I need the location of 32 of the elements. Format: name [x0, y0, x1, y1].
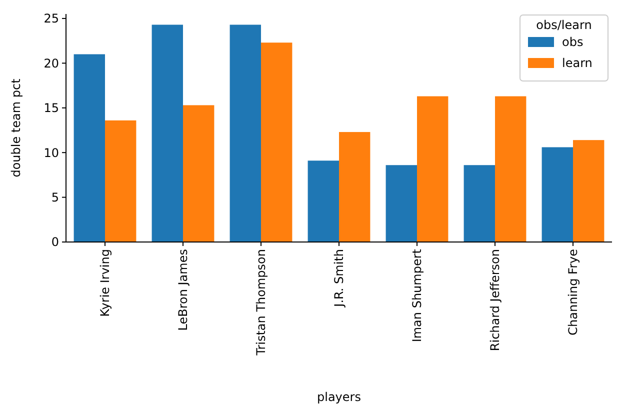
bar — [152, 24, 183, 242]
bar — [183, 105, 214, 242]
x-axis-title: players — [317, 390, 361, 404]
x-tick-label: Channing Frye — [566, 249, 580, 336]
bar — [105, 120, 136, 242]
y-tick-label: 0 — [51, 235, 59, 250]
y-tick-label: 10 — [44, 146, 59, 160]
x-tick-label: Tristan Thompson — [254, 249, 268, 356]
x-tick-label: Kyrie Irving — [98, 249, 112, 317]
legend-label: learn — [562, 56, 592, 70]
bar — [261, 42, 292, 242]
bar — [386, 165, 417, 242]
y-axis-title: double team pct — [9, 78, 23, 178]
bar — [464, 165, 495, 242]
bar — [230, 24, 261, 242]
y-tick-label: 5 — [51, 190, 59, 204]
x-tick-label: J.R. Smith — [332, 249, 346, 308]
y-tick-label: 20 — [44, 56, 59, 70]
bar — [495, 96, 526, 242]
bar — [573, 140, 604, 242]
bar — [339, 132, 370, 242]
x-tick-label: Iman Shumpert — [410, 248, 424, 342]
legend-label: obs — [562, 35, 584, 50]
legend-title: obs/learn — [536, 18, 592, 32]
bar — [308, 160, 339, 242]
y-tick-label: 15 — [44, 101, 59, 116]
y-tick-label: 25 — [44, 12, 59, 26]
x-tick-label: Richard Jefferson — [488, 249, 502, 352]
bar — [74, 54, 105, 242]
bar — [542, 147, 573, 242]
x-tick-label: LeBron James — [176, 249, 190, 331]
bar — [417, 96, 448, 242]
